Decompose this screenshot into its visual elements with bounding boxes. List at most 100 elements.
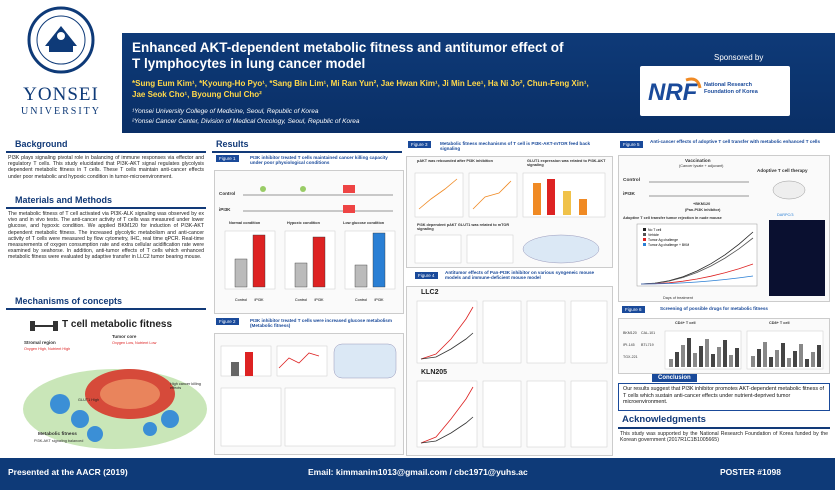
fig5-adoptive-label: Adoptive T cell therapy <box>757 168 808 173</box>
materials-heading: Materials and Methods <box>15 195 113 205</box>
diagram-title: T cell metabolic fitness <box>62 319 173 330</box>
fig1-normal-label: Normal condition <box>229 221 261 225</box>
fig2-charts <box>220 343 397 447</box>
presented-at: Presented at the AACR (2019) <box>8 467 128 477</box>
glut1-label: GLUT1 High <box>78 398 100 402</box>
fig5-darpc-label: DARPC/3 <box>777 213 794 217</box>
fig5-ipi3k-label: iPI3K <box>623 192 635 197</box>
figure6-title: Screening of possible drugs for metaboli… <box>660 306 768 311</box>
fig3-charts <box>414 172 606 264</box>
tumor-core-label: Tumor core <box>112 334 137 339</box>
fig6-bar <box>729 355 733 367</box>
metabolic-fitness-label: Metabolic fitness <box>38 432 77 437</box>
fig6-bar <box>811 352 815 367</box>
university-subname: UNIVERSITY <box>21 106 101 117</box>
figure1-panel: Control iPI3K Normal condition Hypoxic c… <box>214 170 404 314</box>
fig5-microscopy-images <box>769 220 825 296</box>
fig6-bar <box>705 339 709 367</box>
fig6-bar <box>751 356 755 367</box>
fig6-bar <box>799 344 803 367</box>
fig5-legend-label: No T cell <box>648 228 662 232</box>
fig6-drug-2: CAL-101 <box>641 331 656 335</box>
fig6-bar <box>775 350 779 367</box>
sponsor-name-1: National Research <box>704 82 752 88</box>
tumor-microenvironment-illustration <box>23 369 207 449</box>
fig1-control-label: Control <box>219 191 236 196</box>
poster-title-line1: Enhanced AKT-dependent metabolic fitness… <box>132 40 564 55</box>
stromal-label: Stromal region <box>24 340 56 345</box>
fig6-bar <box>669 359 673 367</box>
fig1-chart-frame <box>224 230 276 290</box>
university-seal-icon <box>27 6 95 74</box>
figure5-title: Anti-cancer effects of adoptive T cell t… <box>650 139 821 144</box>
fig5-schematic <box>649 180 806 200</box>
fig5-legend-label: Tumor Ag challenge <box>648 238 678 242</box>
background-text: PI3K plays signaling pivotal role in bal… <box>8 155 204 180</box>
svg-text:NRF: NRF <box>648 79 699 106</box>
figure6-label: Figure 6 <box>622 306 645 313</box>
figure2-label: Figure 2 <box>216 318 239 325</box>
fig1-lowglucose-label: Low glucose condition <box>343 221 385 225</box>
authors-line1: *Sung Eum Kim¹, *Kyoung-Ho Pyo¹, *Sang B… <box>132 79 589 88</box>
tumor-core-sub-label: Oxygen Low, Nutrient Low <box>112 341 157 345</box>
fig5-vaccination-label: Vaccination <box>685 158 711 163</box>
fig1-hypoxic-label: Hypoxic condition <box>287 221 320 225</box>
figure2-panel <box>214 333 404 455</box>
fig3-c-label: PI3K dependent pAKT GLUT1 was related to… <box>417 223 510 231</box>
fig1-tick-label: Control <box>235 298 247 302</box>
fig1-bar <box>294 262 308 288</box>
fig1-bar <box>252 234 266 288</box>
fig6-bar <box>769 357 773 367</box>
fig1-tick-label: iPI3K <box>374 298 384 302</box>
fig1-schematic <box>243 185 393 213</box>
fig5-xlabel: Days of treatment <box>663 296 693 300</box>
figure3-panel: pAKT was rebounded after PI3K inhibition… <box>406 156 613 268</box>
fig5-legend-swatch <box>643 238 646 241</box>
fig6-drug-4: BTL719 <box>641 343 654 347</box>
fig3-b-label: GLUT1 expression was related to PI3K-AKT… <box>527 159 606 167</box>
fig1-tick-label: Control <box>295 298 307 302</box>
poster-footer <box>0 458 835 490</box>
fig1-bar <box>312 236 326 288</box>
fig5-rejection-label: Adoptive T cell transfer tumor rejection… <box>623 216 722 220</box>
materials-divider <box>6 207 206 209</box>
university-logo-panel: YONSEI UNIVERSITY <box>0 0 122 133</box>
fig1-bar <box>372 232 386 288</box>
fig5-series-line <box>640 275 754 285</box>
fig3-a-label: pAKT was rebounded after PI3K inhibition <box>417 159 493 163</box>
fig6-cd8-label: CD8+ T cell <box>769 321 790 325</box>
fig1-chart-frame <box>344 230 396 290</box>
acknowledgments-heading: Acknowledgments <box>622 414 706 425</box>
poster-number: POSTER #1098 <box>720 467 781 477</box>
acknowledgments-divider <box>618 427 830 429</box>
fig5-legend-swatch <box>643 243 646 246</box>
sponsor-logo-box: NRF National Research Foundation of Kore… <box>640 66 790 116</box>
sponsor-name-2: Foundation of Korea <box>704 89 758 95</box>
figure4-label: Figure 4 <box>415 272 438 279</box>
fig6-bar <box>817 345 821 367</box>
mechanism-diagram: T cell metabolic fitness Stromal region … <box>20 312 210 452</box>
fig6-bar <box>675 352 679 367</box>
figure6-panel: CD4+ T cell CD8+ T cell BKM120 CAL-101 I… <box>618 318 830 374</box>
fig5-legend-swatch <box>643 233 646 236</box>
fig5-legend-swatch <box>643 228 646 231</box>
fig6-bar-charts <box>664 330 824 370</box>
figure4-panel: LLC2 KLN205 <box>406 286 613 456</box>
nrf-logo-icon: NRF <box>648 77 702 106</box>
fig5-bkm-label: +BKM120 <box>693 202 711 206</box>
fig5-legend-label: Tumor Ag challenge + BKM <box>648 243 689 247</box>
fig6-bar <box>781 343 785 367</box>
fig6-drug-5: TGX-221 <box>623 355 638 359</box>
university-name: YONSEI <box>23 84 99 105</box>
fig1-bar <box>354 264 368 288</box>
fig1-bar-charts: Control iPI3K Control iPI3K Control iPI3K <box>224 230 396 302</box>
background-divider <box>6 151 206 153</box>
fig4-llc2-label: LLC2 <box>421 289 439 296</box>
acknowledgments-text: This study was supported by the National… <box>620 431 828 444</box>
fig6-bar <box>681 345 685 367</box>
fig6-bar <box>805 359 809 367</box>
fig6-bar <box>757 349 761 367</box>
fig5-plot-area <box>636 223 758 287</box>
poster-title-line2: T lymphocytes in lung cancer model <box>132 56 366 71</box>
